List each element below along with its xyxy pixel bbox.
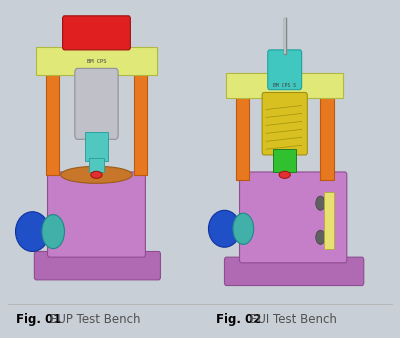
Bar: [46, 67, 59, 175]
Bar: [36, 47, 157, 75]
Text: Fig. 01: Fig. 01: [16, 313, 61, 326]
Ellipse shape: [233, 213, 254, 244]
Bar: [134, 67, 147, 175]
Text: BM CPS S: BM CPS S: [273, 83, 296, 88]
Text: Fig. 02: Fig. 02: [216, 313, 261, 326]
Text: EUP Test Bench: EUP Test Bench: [50, 313, 140, 326]
Circle shape: [316, 230, 325, 244]
Bar: [236, 90, 249, 180]
FancyBboxPatch shape: [240, 172, 347, 263]
Circle shape: [316, 196, 325, 210]
Bar: [274, 149, 296, 172]
FancyBboxPatch shape: [48, 172, 146, 257]
Ellipse shape: [16, 212, 50, 251]
Text: EUI Test Bench: EUI Test Bench: [250, 313, 337, 326]
Bar: [85, 132, 108, 161]
Bar: [320, 90, 334, 180]
FancyBboxPatch shape: [75, 68, 118, 139]
Ellipse shape: [91, 171, 102, 178]
Bar: [89, 158, 104, 172]
FancyBboxPatch shape: [34, 251, 160, 280]
FancyBboxPatch shape: [224, 257, 364, 286]
FancyBboxPatch shape: [62, 16, 130, 50]
Ellipse shape: [61, 166, 132, 183]
Bar: [226, 73, 343, 98]
Text: BM CPS: BM CPS: [87, 59, 106, 64]
Ellipse shape: [208, 210, 240, 247]
Ellipse shape: [279, 171, 290, 178]
FancyBboxPatch shape: [268, 50, 302, 90]
FancyBboxPatch shape: [262, 93, 307, 155]
Ellipse shape: [42, 215, 64, 249]
Bar: [324, 192, 334, 249]
